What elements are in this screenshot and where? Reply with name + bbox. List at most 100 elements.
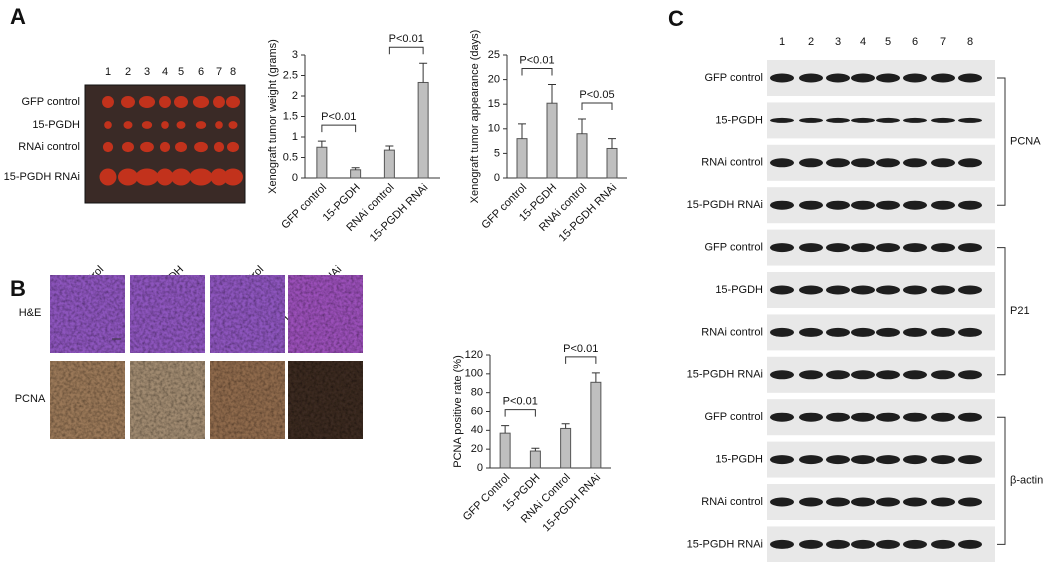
tumor bbox=[192, 96, 210, 108]
band bbox=[826, 327, 850, 337]
tumor bbox=[102, 141, 114, 153]
band bbox=[958, 243, 982, 253]
band bbox=[851, 412, 875, 422]
band bbox=[799, 327, 823, 337]
annotation: P<0.01 bbox=[563, 343, 598, 355]
band bbox=[903, 158, 927, 168]
band bbox=[826, 539, 850, 549]
lane-label: 7 bbox=[216, 66, 222, 78]
band bbox=[826, 158, 850, 168]
y-tick-label: 0 bbox=[477, 462, 483, 474]
band bbox=[903, 73, 927, 83]
y-tick-label: 2 bbox=[292, 90, 298, 102]
row-label: 15-PGDH RNAi bbox=[4, 171, 80, 183]
group-label: β-actin bbox=[1010, 475, 1043, 487]
error-bar bbox=[578, 118, 586, 134]
band bbox=[903, 117, 927, 123]
micrograph bbox=[130, 275, 205, 353]
band bbox=[903, 455, 927, 465]
lane-label: 2 bbox=[125, 66, 131, 78]
y-tick-label: 0 bbox=[292, 172, 298, 184]
band bbox=[770, 243, 794, 253]
tumor bbox=[104, 121, 112, 129]
error-bar bbox=[419, 62, 428, 83]
band bbox=[931, 497, 955, 507]
tumor bbox=[215, 121, 223, 129]
y-tick-label: 0.5 bbox=[283, 151, 298, 163]
lane-label: 3 bbox=[835, 36, 841, 48]
lane-label: 8 bbox=[967, 36, 973, 48]
band bbox=[770, 200, 794, 210]
group-label: PCNA bbox=[1010, 136, 1041, 148]
band bbox=[770, 497, 794, 507]
band bbox=[958, 412, 982, 422]
bar bbox=[576, 133, 588, 179]
y-tick-label: 1.5 bbox=[283, 110, 298, 122]
band bbox=[876, 370, 900, 380]
bar bbox=[350, 169, 362, 179]
lane-label: 6 bbox=[198, 66, 204, 78]
tumor bbox=[189, 168, 213, 186]
band bbox=[851, 117, 875, 123]
error-bar bbox=[501, 425, 510, 434]
band bbox=[799, 158, 823, 168]
annotation: P<0.01 bbox=[503, 396, 538, 408]
lane-label: 7 bbox=[940, 36, 946, 48]
band bbox=[876, 285, 900, 295]
band bbox=[799, 455, 823, 465]
band bbox=[876, 539, 900, 549]
tumor bbox=[213, 141, 225, 153]
band bbox=[770, 370, 794, 380]
band bbox=[851, 370, 875, 380]
tumor bbox=[174, 96, 188, 108]
panel-label: C bbox=[668, 6, 684, 31]
micrograph bbox=[288, 361, 363, 439]
band bbox=[931, 158, 955, 168]
bar bbox=[499, 432, 511, 469]
band bbox=[826, 285, 850, 295]
tumor bbox=[210, 168, 228, 186]
band bbox=[903, 327, 927, 337]
band bbox=[931, 285, 955, 295]
y-axis-label: Xenograft tumor appearance (days) bbox=[469, 30, 481, 204]
band bbox=[799, 200, 823, 210]
panel-label: B bbox=[10, 276, 26, 301]
lane-label: 8 bbox=[230, 66, 236, 78]
band bbox=[903, 497, 927, 507]
row-label: 15-PGDH bbox=[715, 284, 763, 296]
band bbox=[958, 497, 982, 507]
band bbox=[931, 73, 955, 83]
tumor bbox=[121, 96, 135, 108]
significance-bracket bbox=[565, 356, 597, 364]
row-label: 15-PGDH bbox=[715, 454, 763, 466]
band bbox=[876, 497, 900, 507]
lane-label: 5 bbox=[885, 36, 891, 48]
band bbox=[958, 327, 982, 337]
error-bar bbox=[385, 145, 394, 151]
y-tick-label: 5 bbox=[494, 147, 500, 159]
x-tick-label: GFP control bbox=[279, 182, 329, 232]
lane-label: 1 bbox=[105, 66, 111, 78]
band bbox=[851, 497, 875, 507]
band bbox=[851, 455, 875, 465]
band bbox=[799, 412, 823, 422]
y-tick-label: 10 bbox=[488, 123, 500, 135]
tumor bbox=[99, 168, 117, 186]
significance-bracket bbox=[388, 46, 424, 55]
band bbox=[958, 539, 982, 549]
tumor bbox=[159, 141, 171, 153]
band bbox=[770, 539, 794, 549]
lane-label: 4 bbox=[162, 66, 168, 78]
y-tick-label: 3 bbox=[292, 49, 298, 61]
tumor bbox=[102, 96, 114, 108]
row-label: 15-PGDH RNAi bbox=[687, 538, 763, 550]
band bbox=[958, 158, 982, 168]
band bbox=[931, 455, 955, 465]
row-label: RNAi control bbox=[18, 141, 80, 153]
error-bar bbox=[608, 138, 616, 149]
tumor bbox=[118, 168, 138, 186]
band bbox=[799, 117, 823, 123]
micrograph bbox=[50, 361, 125, 439]
significance-bracket bbox=[321, 124, 357, 133]
